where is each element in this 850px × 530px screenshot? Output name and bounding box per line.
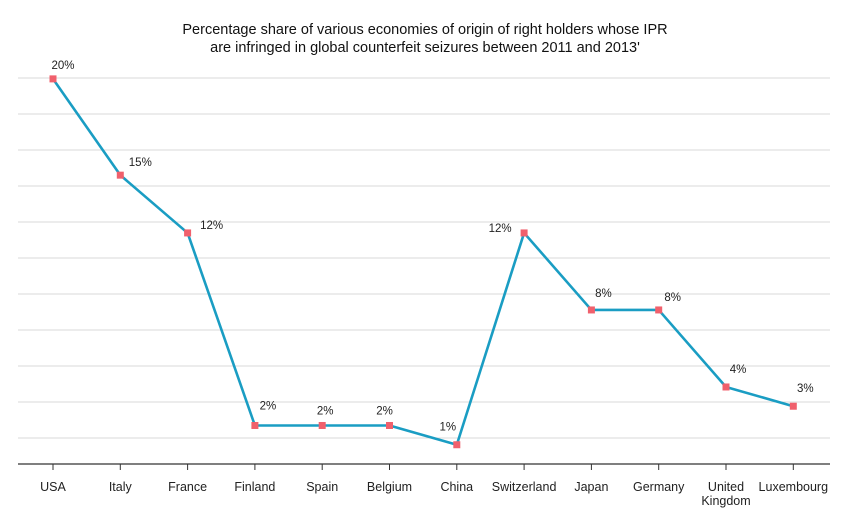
- data-point: [386, 421, 393, 429]
- x-tick-label: China: [440, 480, 473, 494]
- x-tick-label: Finland: [234, 480, 275, 494]
- data-point: [116, 171, 124, 179]
- data-point: [587, 306, 595, 314]
- x-tick-label: Switzerland: [492, 480, 557, 494]
- data-label: 20%: [51, 60, 74, 72]
- data-label: 1%: [439, 422, 456, 434]
- data-point: [520, 229, 528, 237]
- x-tick-label: Germany: [633, 480, 685, 494]
- x-tick-label: Italy: [109, 480, 133, 494]
- data-point: [318, 421, 326, 429]
- x-tick-label: USA: [40, 480, 66, 494]
- data-label: 12%: [489, 223, 512, 235]
- chart-title: Percentage share of various economies of…: [182, 22, 667, 56]
- series-line: [51, 78, 794, 447]
- data-point: [184, 229, 192, 237]
- data-label: 15%: [129, 157, 152, 169]
- data-points: [49, 75, 797, 449]
- x-tick-label: France: [168, 480, 207, 494]
- data-label: 8%: [595, 288, 612, 300]
- data-labels: 20% 15% 12% 2% 2% 2% 1% 12% 8% 8% 4% 3%: [51, 60, 813, 434]
- series-line-group: [51, 78, 794, 447]
- data-label: 3%: [797, 383, 814, 395]
- data-label: 4%: [730, 364, 747, 376]
- gridlines: [18, 77, 830, 439]
- data-label: 2%: [376, 405, 393, 417]
- data-point: [789, 402, 797, 410]
- data-point: [453, 441, 461, 449]
- x-axis: [18, 463, 830, 470]
- chart-title-line-2: are infringed in global counterfeit seiz…: [210, 40, 640, 56]
- data-label: 8%: [664, 292, 681, 304]
- x-tick-label: Japan: [574, 480, 608, 494]
- data-label: 2%: [260, 400, 277, 412]
- x-tick-label: United Kingdom: [701, 480, 750, 508]
- data-point: [655, 306, 663, 314]
- x-tick-label: Spain: [306, 480, 338, 494]
- data-label: 2%: [317, 405, 334, 417]
- x-tick-label: Luxembourg: [759, 480, 829, 494]
- data-point: [251, 421, 259, 429]
- x-tick-labels: USA Italy France Finland Spain Belgium China Sw…: [40, 480, 828, 508]
- data-point: [49, 75, 57, 83]
- data-point: [722, 383, 730, 391]
- data-label: 12%: [200, 220, 223, 232]
- chart-title-line-1: Percentage share of various economies of…: [182, 22, 667, 38]
- x-tick-label: Belgium: [367, 480, 412, 494]
